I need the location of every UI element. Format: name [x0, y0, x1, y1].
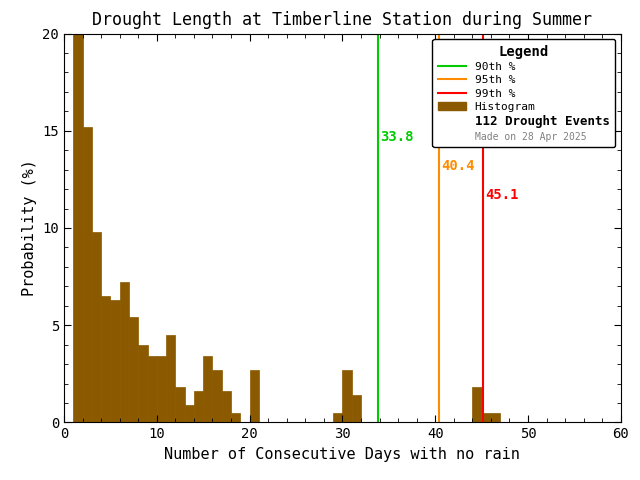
Bar [352, 395, 361, 422]
Bar [111, 300, 120, 422]
Bar [333, 413, 342, 422]
Bar [175, 387, 184, 422]
Bar [472, 387, 481, 422]
Bar [157, 356, 166, 422]
Bar [204, 356, 212, 422]
Bar [83, 127, 92, 422]
Bar [92, 232, 101, 422]
Title: Drought Length at Timberline Station during Summer: Drought Length at Timberline Station dur… [92, 11, 593, 29]
Bar [194, 391, 204, 422]
Legend: 90th %, 95th %, 99th %, Histogram, 112 Drought Events, Made on 28 Apr 2025: 90th %, 95th %, 99th %, Histogram, 112 D… [433, 39, 615, 147]
Bar [73, 34, 83, 422]
X-axis label: Number of Consecutive Days with no rain: Number of Consecutive Days with no rain [164, 447, 520, 462]
Bar [250, 370, 259, 422]
Bar [491, 413, 500, 422]
Text: 40.4: 40.4 [442, 159, 475, 173]
Bar [481, 413, 491, 422]
Bar [101, 296, 111, 422]
Bar [138, 345, 148, 422]
Bar [222, 391, 231, 422]
Bar [342, 370, 352, 422]
Text: 33.8: 33.8 [380, 130, 414, 144]
Bar [120, 282, 129, 422]
Bar [212, 370, 222, 422]
Text: 45.1: 45.1 [485, 188, 519, 202]
Bar [184, 405, 194, 422]
Bar [129, 317, 138, 422]
Bar [166, 335, 175, 422]
Bar [231, 413, 241, 422]
Bar [147, 356, 157, 422]
Y-axis label: Probability (%): Probability (%) [22, 159, 37, 297]
